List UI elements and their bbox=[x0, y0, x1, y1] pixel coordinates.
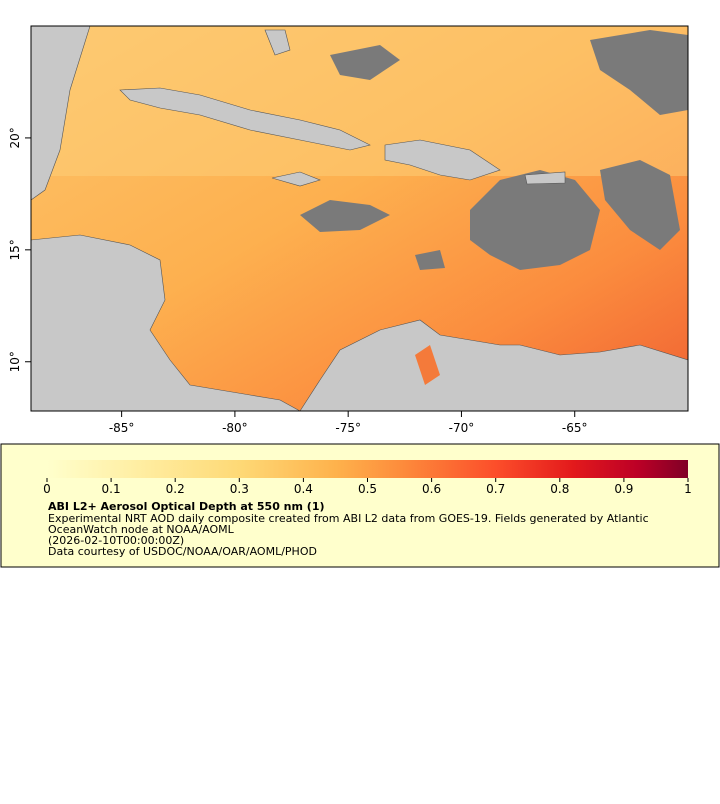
x-tick-label: -80° bbox=[222, 421, 248, 435]
y-tick-label: 10° bbox=[8, 351, 22, 372]
legend-line: Experimental NRT AOD daily composite cre… bbox=[48, 512, 649, 525]
colorbar-tick-label: 0.6 bbox=[422, 482, 441, 496]
y-tick-label: 15° bbox=[8, 239, 22, 260]
legend-line: OceanWatch node at NOAA/AOML bbox=[48, 523, 235, 536]
colorbar-tick-label: 0.8 bbox=[550, 482, 569, 496]
x-tick-label: -65° bbox=[562, 421, 588, 435]
colorbar-tick-label: 0.7 bbox=[486, 482, 505, 496]
colorbar-tick-label: 0 bbox=[43, 482, 51, 496]
y-tick-label: 20° bbox=[8, 127, 22, 148]
colorbar-tick-label: 0.9 bbox=[614, 482, 633, 496]
legend-line: Data courtesy of USDOC/NOAA/OAR/AOML/PHO… bbox=[48, 545, 317, 558]
x-tick-label: -85° bbox=[109, 421, 135, 435]
x-tick-label: -70° bbox=[449, 421, 475, 435]
legend-line: (2026-02-10T00:00:00Z) bbox=[48, 534, 184, 547]
map-image bbox=[31, 26, 688, 411]
colorbar-tick-label: 0.2 bbox=[166, 482, 185, 496]
colorbar bbox=[47, 460, 688, 478]
colorbar-tick-label: 1 bbox=[684, 482, 692, 496]
colorbar-tick-label: 0.5 bbox=[358, 482, 377, 496]
colorbar-tick-label: 0.1 bbox=[102, 482, 121, 496]
colorbar-tick-label: 0.4 bbox=[294, 482, 313, 496]
x-tick-label: -75° bbox=[335, 421, 361, 435]
map-frame bbox=[30, 25, 689, 412]
legend-title: ABI L2+ Aerosol Optical Depth at 550 nm … bbox=[48, 500, 325, 513]
colorbar-tick-label: 0.3 bbox=[230, 482, 249, 496]
